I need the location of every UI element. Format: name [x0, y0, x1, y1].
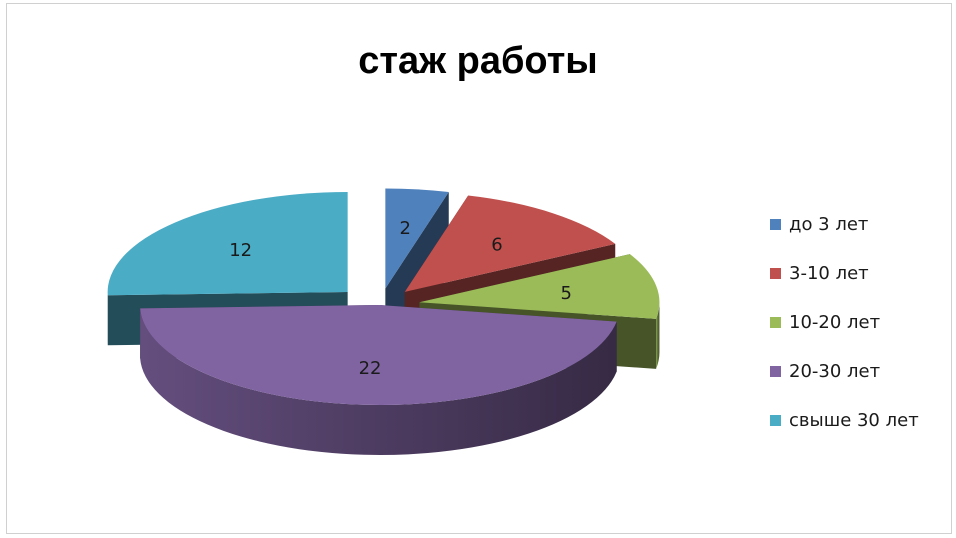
legend-item-do-3: до 3 лет: [770, 200, 919, 249]
legend-label: до 3 лет: [789, 214, 869, 235]
data-label-do-3: 2: [399, 218, 410, 239]
legend-swatch: [770, 366, 781, 377]
legend-swatch: [770, 268, 781, 279]
legend-item-over-30: свыше 30 лет: [770, 396, 919, 445]
legend-item-10-20: 10-20 лет: [770, 298, 919, 347]
legend-swatch: [770, 317, 781, 328]
legend-label: 10-20 лет: [789, 312, 881, 333]
data-label-10-20: 5: [560, 283, 571, 304]
slice-do-3: [385, 188, 449, 339]
legend-swatch: [770, 219, 781, 230]
data-label-over-30: 12: [229, 240, 252, 261]
legend-label: свыше 30 лет: [789, 410, 919, 431]
chart-title: стаж работы: [358, 40, 598, 82]
legend-swatch: [770, 415, 781, 426]
legend-label: 3-10 лет: [789, 263, 869, 284]
legend-item-3-10: 3-10 лет: [770, 249, 919, 298]
legend-label: 20-30 лет: [789, 361, 881, 382]
legend: до 3 лет 3-10 лет 10-20 лет 20-30 лет свыше …: [770, 200, 919, 445]
data-label-3-10: 6: [491, 234, 502, 255]
legend-item-20-30: 20-30 лет: [770, 347, 919, 396]
data-label-20-30: 22: [359, 358, 382, 379]
slice-20-30: [140, 305, 617, 456]
